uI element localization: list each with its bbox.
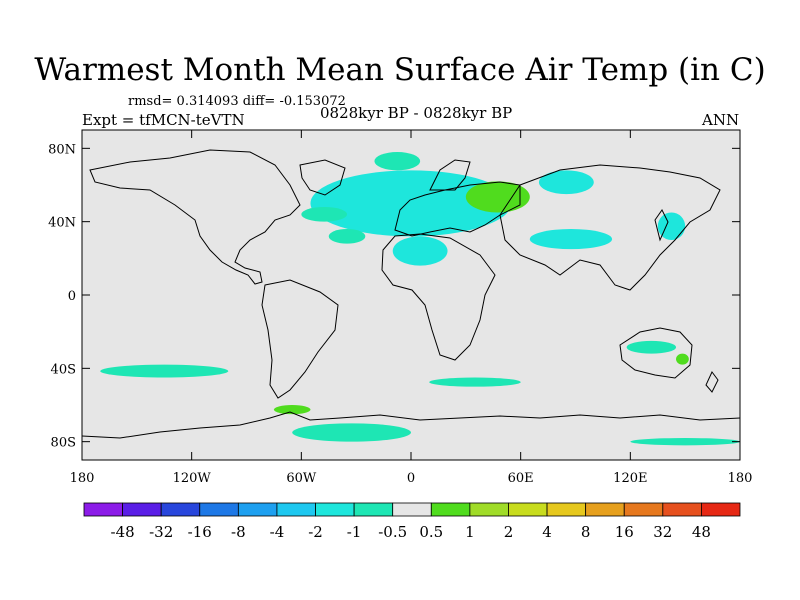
colorbar-swatch [546, 502, 587, 517]
colorbar-swatch [122, 502, 162, 517]
anomaly-region [328, 229, 366, 244]
map-axes: 180 120W 60W 0 60E 120E 180 80N 40N 0 40S 80S [48, 130, 752, 486]
anomaly-region [100, 364, 229, 378]
colorbar-swatch [353, 502, 394, 517]
colorbar-label: 4 [542, 523, 552, 541]
colorbar-swatch [160, 502, 201, 517]
colorbar: -48 -32 -16 -8 -4 -2 -1 -0.5 0.5 1 2 4 8 16 32 48 [83, 502, 741, 541]
colorbar-label: 0.5 [419, 523, 443, 541]
x-tick-label: 180 [728, 471, 753, 486]
colorbar-label: -2 [308, 523, 323, 541]
y-tick-label: 40N [48, 216, 76, 231]
coastlines [82, 149, 740, 439]
colorbar-label: 8 [581, 523, 591, 541]
colorbar-label: 32 [653, 523, 672, 541]
chart-title: Warmest Month Mean Surface Air Temp (in … [34, 52, 766, 88]
colorbar-swatch [83, 502, 123, 517]
colorbar-label: 1 [465, 523, 475, 541]
anomaly-region [529, 229, 613, 250]
colorbar-label: -32 [149, 523, 173, 541]
anomaly-region [465, 181, 530, 213]
anomaly-region [429, 377, 521, 387]
y-tick-label: 0 [68, 289, 76, 304]
x-tick-label: 0 [407, 471, 415, 486]
anomaly-region [374, 152, 421, 171]
anomaly-region [626, 340, 677, 354]
colorbar-swatch [469, 502, 509, 517]
colorbar-swatch [508, 502, 548, 517]
colorbar-swatch [701, 502, 741, 517]
y-tick-label: 40S [51, 362, 76, 377]
anomaly-region [538, 170, 594, 195]
colorbar-swatch [276, 502, 316, 517]
anomaly-region [273, 405, 311, 415]
y-tick-label: 80S [51, 436, 76, 451]
colorbar-label: -1 [347, 523, 362, 541]
stats-text: rmsd= 0.314093 diff= -0.153072 [128, 94, 346, 109]
anomaly-region [676, 353, 689, 365]
colorbar-label: -48 [111, 523, 135, 541]
anomaly-region [630, 438, 740, 446]
colorbar-label: 2 [504, 523, 514, 541]
period-label: 0828kyr BP - 0828kyr BP [320, 104, 513, 122]
x-tick-label: 60E [508, 471, 534, 486]
experiment-label: Expt = tfMCN-teVTN [82, 111, 245, 129]
x-tick-label: 120E [613, 471, 647, 486]
colorbar-label: 16 [615, 523, 634, 541]
anomaly-region [392, 236, 448, 266]
colorbar-label: -4 [270, 523, 285, 541]
x-tick-label: 60W [286, 471, 317, 486]
anomaly-region [292, 423, 411, 442]
colorbar-label: -0.5 [378, 523, 407, 541]
colorbar-swatch [662, 502, 702, 517]
anomaly-region [657, 212, 686, 240]
colorbar-swatch [430, 502, 471, 517]
colorbar-swatch [623, 502, 664, 517]
colorbar-label: -16 [188, 523, 212, 541]
colorbar-swatch [237, 502, 278, 517]
colorbar-label: -8 [231, 523, 246, 541]
x-tick-label: 120W [173, 471, 212, 486]
anomaly-region [301, 207, 348, 222]
y-tick-label: 80N [48, 142, 76, 157]
colorbar-swatch [199, 502, 239, 517]
colorbar-label: 48 [692, 523, 711, 541]
season-label: ANN [702, 111, 740, 129]
x-tick-label: 180 [70, 471, 95, 486]
colorbar-swatch [315, 502, 355, 517]
colorbar-swatch [585, 502, 625, 517]
colorbar-swatch [392, 502, 432, 517]
